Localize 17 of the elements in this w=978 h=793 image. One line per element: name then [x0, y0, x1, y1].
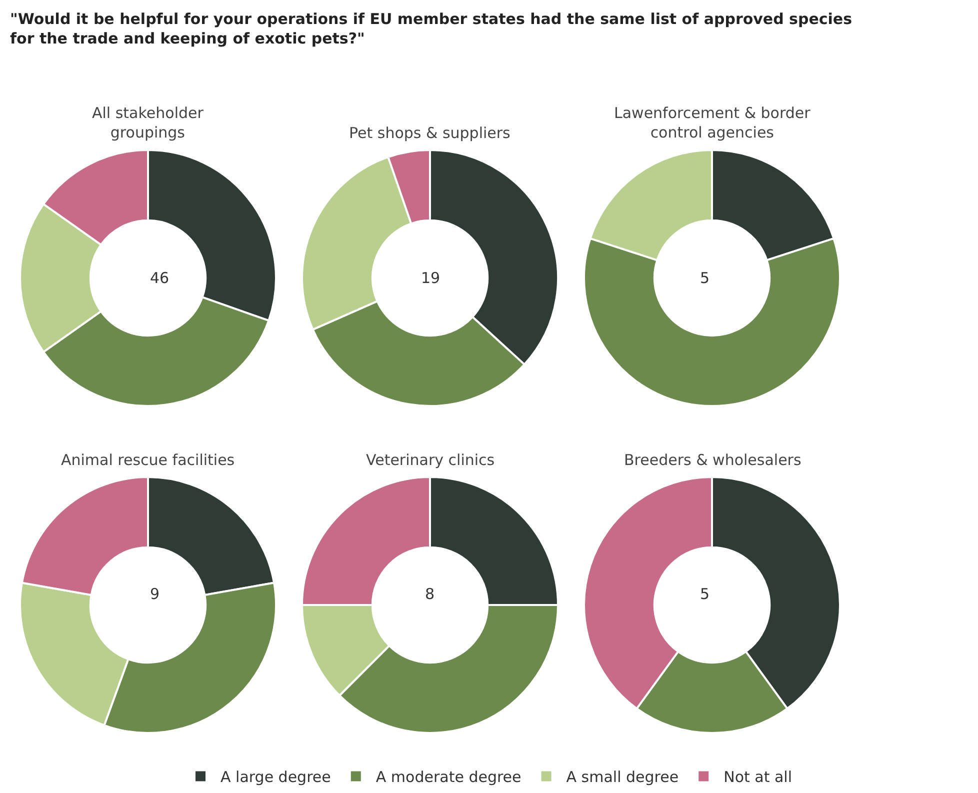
- text: 19: [421, 269, 440, 287]
- chart-title: All stakeholder groupings: [92, 104, 204, 142]
- chart-title: Breeders & wholesalers: [624, 451, 802, 469]
- text: "Would it be helpful for your operations if EU member states had the same list of approved species for the trade and keeping of exotic pets?": [10, 10, 852, 48]
- legend-label: A small degree: [566, 768, 679, 786]
- text: 46: [150, 269, 170, 287]
- legend-label: A moderate degree: [376, 768, 522, 786]
- chart-title: Pet shops & suppliers: [349, 124, 511, 142]
- text: 9: [150, 585, 160, 603]
- chart-title: Animal rescue facilities: [61, 451, 235, 469]
- text: 5: [700, 269, 710, 287]
- legend-label: Not at all: [724, 768, 792, 786]
- chart-title: Veterinary clinics: [366, 451, 495, 469]
- legend-label: A large degree: [220, 768, 331, 786]
- text: 8: [425, 585, 435, 603]
- text: 5: [700, 585, 710, 603]
- chart-title: Lawenforcement & border control agencies: [614, 104, 812, 142]
